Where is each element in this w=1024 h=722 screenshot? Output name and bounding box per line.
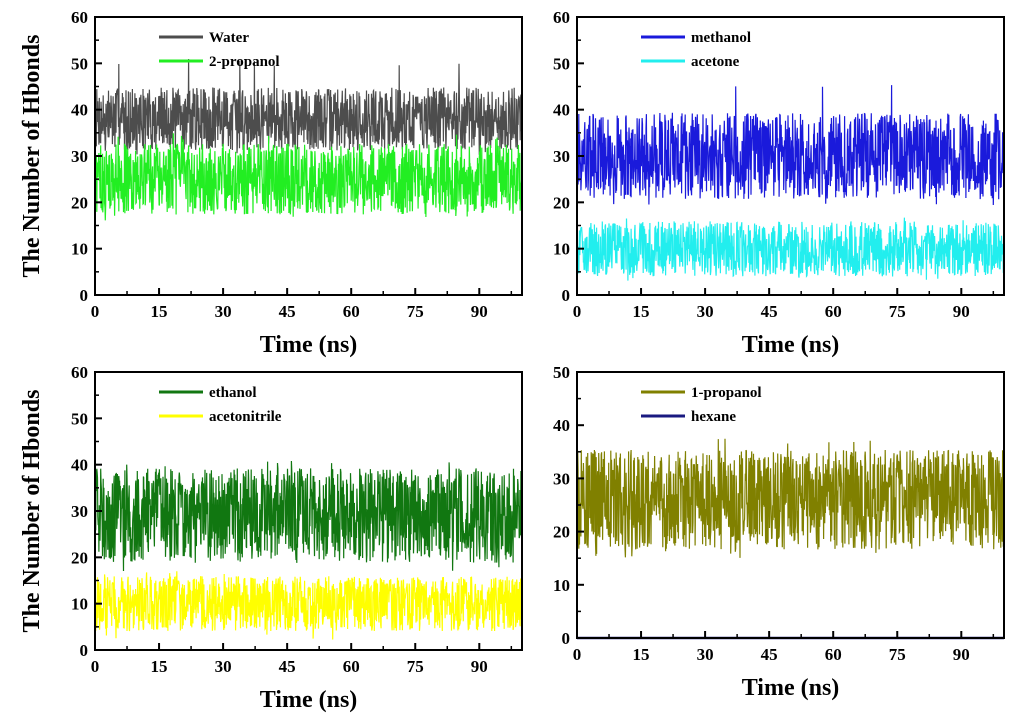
x-tick-label: 60	[825, 302, 842, 321]
y-tick-label: 40	[71, 456, 88, 475]
y-tick-label: 20	[71, 548, 88, 567]
x-axis-title: Time (ns)	[260, 687, 358, 713]
x-axis-title: Time (ns)	[742, 675, 840, 701]
y-axis-title: The Number of Hbonds	[19, 390, 45, 633]
legend-label: 1-propanol	[691, 385, 762, 401]
y-tick-label: 0	[80, 286, 89, 305]
series-line-ethanol	[94, 460, 523, 572]
y-tick-label: 60	[71, 363, 88, 382]
x-tick-label: 15	[151, 657, 168, 676]
y-tick-label: 20	[553, 193, 570, 212]
x-tick-label: 90	[953, 645, 970, 664]
x-tick-label: 75	[407, 657, 424, 676]
x-axis-title: Time (ns)	[260, 332, 358, 358]
x-tick-label: 45	[761, 302, 778, 321]
x-tick-label: 0	[573, 302, 582, 321]
chart-panel-3: 0 15 30 45 60 75 90 0 10 20 30 40 50 60 Time (ns) The N…	[19, 363, 523, 713]
y-tick-label: 10	[71, 595, 88, 614]
x-axis-title: Time (ns)	[742, 332, 840, 358]
x-tick-label: 0	[91, 302, 100, 321]
y-tick-label: 30	[71, 147, 88, 166]
y-tick-label: 0	[562, 286, 571, 305]
x-tick-label: 90	[953, 302, 970, 321]
x-tick-label: 60	[343, 302, 360, 321]
x-tick-label: 45	[279, 657, 296, 676]
y-tick-label: 40	[553, 101, 570, 120]
y-tick-label: 50	[71, 409, 88, 428]
x-tick-label: 60	[825, 645, 842, 664]
y-tick-label: 50	[553, 363, 570, 382]
y-tick-label: 50	[553, 54, 570, 73]
y-tick-label: 10	[71, 240, 88, 259]
series-line-acetone	[576, 217, 1005, 281]
y-tick-label: 20	[553, 523, 570, 542]
x-tick-label: 60	[343, 657, 360, 676]
y-tick-label: 30	[553, 469, 570, 488]
legend-label: methanol	[691, 30, 751, 46]
x-tick-label: 75	[407, 302, 424, 321]
x-tick-label: 90	[471, 302, 488, 321]
legend-label: ethanol	[209, 385, 257, 401]
series-line-2-propanol	[94, 133, 523, 221]
y-tick-label: 10	[553, 576, 570, 595]
legend-label: acetone	[691, 54, 740, 70]
legend-label: acetonitrile	[209, 409, 282, 425]
y-tick-label: 40	[71, 101, 88, 120]
chart-panel-1: 0 15 30 45 60 75 90 0 10 20 30 40 50 60 Time (ns) The N…	[19, 8, 523, 358]
x-tick-label: 15	[633, 645, 650, 664]
y-tick-label: 20	[71, 193, 88, 212]
y-tick-label: 30	[553, 147, 570, 166]
series-line-1-propanol	[576, 438, 1005, 558]
x-tick-label: 15	[151, 302, 168, 321]
x-tick-label: 30	[697, 645, 714, 664]
x-tick-label: 90	[471, 657, 488, 676]
y-tick-label: 60	[553, 8, 570, 27]
x-tick-label: 45	[761, 645, 778, 664]
chart-panel-2: 0 15 30 45 60 75 90 0 10 20 30 40 50 60 Time (ns) metha…	[553, 8, 1005, 358]
x-tick-label: 75	[889, 645, 906, 664]
y-tick-label: 0	[562, 629, 571, 648]
y-tick-label: 60	[71, 8, 88, 27]
legend-label: Water	[209, 30, 249, 46]
x-tick-label: 45	[279, 302, 296, 321]
y-tick-label: 50	[71, 54, 88, 73]
series-line-acetonitrile	[94, 571, 523, 640]
plot-frame	[94, 16, 523, 296]
legend-label: 2-propanol	[209, 54, 280, 70]
y-tick-label: 40	[553, 416, 570, 435]
x-tick-label: 30	[697, 302, 714, 321]
chart-panel-4: 0 15 30 45 60 75 90 0 10 20 30 40 50 Time (ns) 1-propa…	[553, 363, 1005, 701]
x-tick-label: 0	[91, 657, 100, 676]
series-line-Water	[94, 58, 523, 155]
y-tick-label: 0	[80, 641, 89, 660]
x-tick-label: 30	[215, 657, 232, 676]
series-line-methanol	[576, 85, 1005, 206]
y-axis-title: The Number of Hbonds	[19, 35, 45, 278]
x-tick-label: 30	[215, 302, 232, 321]
legend-label: hexane	[691, 409, 736, 425]
x-tick-label: 0	[573, 645, 582, 664]
y-tick-label: 10	[553, 240, 570, 259]
x-tick-label: 75	[889, 302, 906, 321]
y-tick-label: 30	[71, 502, 88, 521]
x-tick-label: 15	[633, 302, 650, 321]
